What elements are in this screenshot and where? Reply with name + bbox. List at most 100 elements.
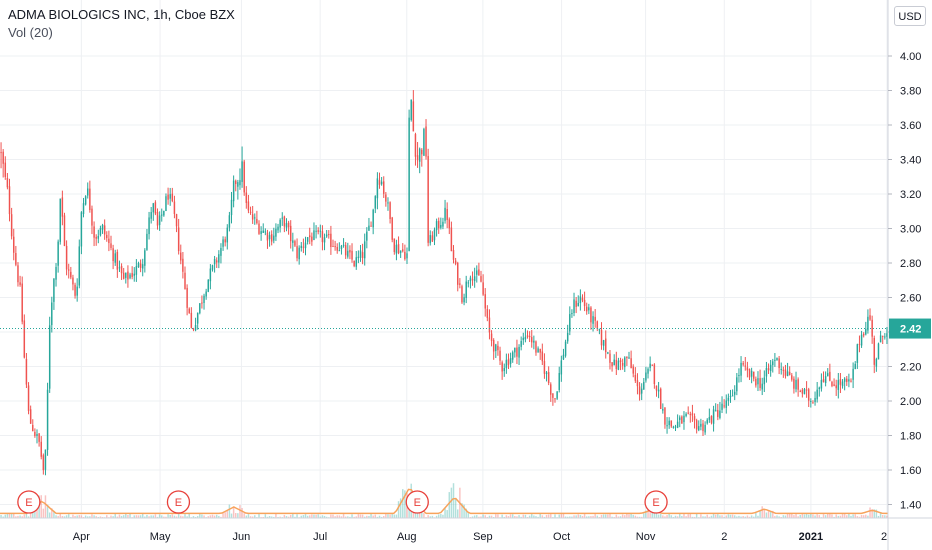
volume-bar	[581, 515, 584, 518]
volume-bar	[192, 516, 195, 518]
volume-bar	[643, 513, 645, 518]
candle-body	[626, 356, 628, 359]
volume-bar	[25, 513, 28, 518]
volume-bar	[672, 516, 675, 518]
volume-bar	[539, 513, 541, 518]
volume-bar	[564, 516, 567, 518]
volume-bar	[211, 514, 214, 518]
volume-bar	[226, 510, 229, 518]
earnings-marker[interactable]: E	[405, 490, 429, 514]
candle-body	[831, 381, 833, 386]
volume-bar	[630, 513, 632, 518]
price-tick-label: 3.80	[900, 86, 921, 98]
candle-body	[816, 389, 818, 400]
candle-body	[4, 162, 7, 177]
candle-body	[782, 369, 785, 371]
volume-bar	[659, 513, 662, 518]
earnings-marker[interactable]: E	[644, 490, 668, 514]
volume-bar	[569, 516, 571, 518]
candle-body	[237, 182, 239, 187]
candle-body	[311, 236, 313, 242]
volume-bar	[173, 515, 176, 518]
candle-body	[533, 340, 535, 343]
volume-bar	[533, 515, 535, 518]
candle-body	[767, 368, 770, 371]
volume-bar	[835, 514, 837, 518]
volume-indicator-label[interactable]: Vol (20)	[8, 25, 53, 40]
symbol-title[interactable]: ADMA BIOLOGICS INC, 1h, Cboe BZX	[8, 7, 235, 22]
volume-bar	[727, 514, 730, 518]
volume-bar	[34, 509, 36, 518]
candle-body	[215, 260, 218, 263]
volume-bar	[51, 508, 53, 518]
volume-bar	[427, 515, 429, 518]
volume-bar	[881, 514, 884, 518]
earnings-marker[interactable]: E	[166, 490, 191, 514]
candle-body	[736, 377, 738, 392]
volume-bar	[330, 514, 332, 518]
volume-bar	[156, 516, 159, 518]
candle-body	[681, 416, 683, 424]
price-tick-label: 2.80	[900, 258, 921, 270]
volume-bar	[505, 515, 508, 518]
volume-bar	[846, 515, 848, 518]
volume-bar	[877, 515, 880, 518]
candle-body	[607, 352, 609, 354]
volume-bar	[46, 504, 49, 518]
candle-body	[647, 368, 649, 374]
volume-bar	[368, 515, 370, 518]
candle-body	[76, 286, 78, 296]
candle-body	[717, 409, 719, 417]
candle-body	[433, 229, 436, 241]
currency-button[interactable]: USD	[894, 6, 926, 26]
volume-bar	[740, 516, 742, 518]
candle-body	[372, 209, 374, 228]
volume-bar	[114, 513, 116, 518]
volume-bar	[222, 512, 224, 518]
candle-body	[448, 219, 451, 229]
volume-bar	[822, 514, 825, 518]
candle-body	[313, 230, 315, 241]
candle-body	[112, 248, 114, 262]
volume-bar	[503, 516, 505, 518]
volume-bar	[541, 515, 544, 518]
candle-body	[383, 181, 385, 194]
time-tick-label: Jun	[233, 531, 251, 543]
volume-bar	[884, 515, 886, 518]
candle-body	[156, 211, 159, 226]
candle-body	[869, 315, 871, 320]
earnings-marker[interactable]: E	[17, 490, 41, 514]
candle-body	[524, 336, 527, 340]
volume-bar	[287, 516, 290, 518]
volume-bar	[776, 515, 778, 518]
candle-body	[640, 388, 643, 394]
volume-bar	[59, 513, 61, 518]
volume-bar	[594, 514, 596, 518]
candle-body	[545, 372, 548, 375]
volume-bar	[575, 515, 577, 518]
volume-bar	[452, 483, 455, 518]
candle-body	[505, 359, 508, 369]
candle-body	[256, 218, 258, 224]
volume-bar	[268, 516, 271, 518]
volume-bar	[615, 514, 618, 518]
candle-body	[340, 245, 343, 250]
volume-bar	[784, 515, 787, 518]
candle-body	[560, 360, 563, 375]
candle-body	[541, 351, 544, 362]
candle-body	[154, 202, 157, 214]
candle-body	[264, 231, 267, 233]
candle-body	[573, 299, 575, 314]
candle-body	[757, 378, 759, 385]
volume-bar	[91, 514, 93, 518]
candle-body	[537, 348, 539, 353]
volume-bar	[839, 515, 842, 518]
candle-body	[662, 409, 664, 411]
candle-body	[135, 266, 138, 275]
candle-body	[129, 274, 131, 279]
candle-body	[594, 316, 596, 321]
volume-bar	[704, 516, 706, 518]
